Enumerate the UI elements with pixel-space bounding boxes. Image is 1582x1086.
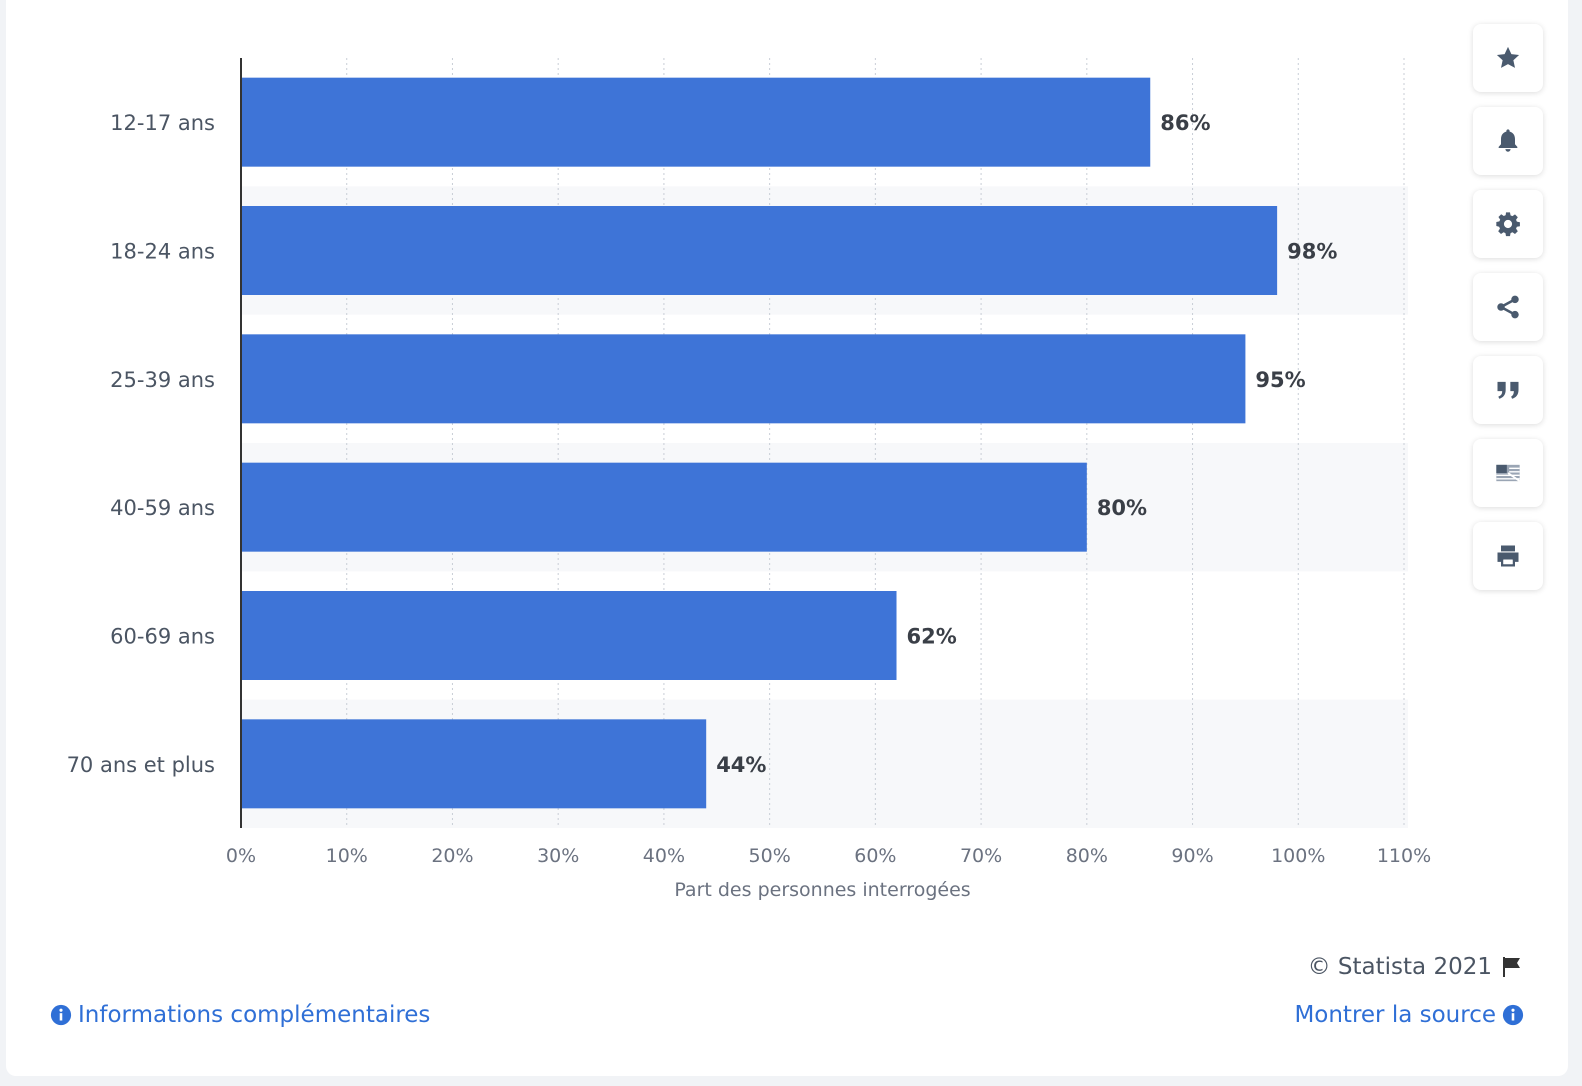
value-label: 80% (1097, 496, 1147, 520)
copyright: © Statista 2021 (1308, 954, 1524, 980)
x-tick-label: 30% (537, 845, 579, 867)
value-label: 98% (1287, 240, 1337, 264)
share-button[interactable] (1473, 273, 1543, 341)
region-button[interactable] (1473, 439, 1543, 507)
x-tick-label: 0% (226, 845, 256, 867)
flag-icon[interactable] (1500, 955, 1524, 979)
copyright-text: © Statista 2021 (1307, 954, 1492, 980)
x-tick-labels: 0% 10% 20% 30% 40% 50% 60% 70% 80% 90% 100% 110% (226, 845, 1431, 867)
category-label: 12-17 ans (110, 111, 215, 135)
category-labels: 12-17 ans 18-24 ans 25-39 ans 40-59 ans 60-6… (67, 111, 215, 777)
value-labels: 86% 98% 95% 80% 62% 44% (716, 111, 1337, 777)
gear-icon (1496, 212, 1520, 237)
gridlines (346, 58, 1405, 828)
x-tick-label: 50% (749, 845, 791, 867)
x-tick-label: 90% (1171, 845, 1213, 867)
toolbar (1473, 24, 1545, 605)
info-icon (1502, 1004, 1524, 1026)
x-tick-label: 70% (960, 845, 1002, 867)
show-source-link[interactable]: Montrer la source (1294, 1002, 1524, 1028)
star-icon (1496, 46, 1520, 68)
share-icon (1497, 295, 1519, 319)
category-label: 70 ans et plus (67, 753, 215, 777)
value-label: 62% (907, 625, 957, 649)
x-tick-label: 100% (1271, 845, 1325, 867)
more-info-link[interactable]: Informations complémentaires (50, 1002, 430, 1028)
bar (241, 206, 1278, 295)
quote-icon (1497, 381, 1519, 399)
show-source-label: Montrer la source (1294, 1002, 1496, 1028)
more-info-label: Informations complémentaires (78, 1002, 431, 1028)
category-label: 25-39 ans (110, 368, 215, 392)
bell-icon (1498, 129, 1518, 152)
print-icon (1497, 545, 1519, 567)
bar (241, 591, 897, 680)
info-icon (50, 1004, 72, 1026)
value-label: 95% (1255, 368, 1305, 392)
x-tick-label: 10% (326, 845, 368, 867)
category-label: 18-24 ans (110, 240, 215, 264)
notification-button[interactable] (1473, 107, 1543, 175)
print-button[interactable] (1473, 522, 1543, 590)
bars (241, 77, 1278, 809)
settings-button[interactable] (1473, 190, 1543, 258)
bar (241, 462, 1087, 552)
category-label: 40-59 ans (110, 496, 215, 520)
category-label: 60-69 ans (110, 625, 215, 649)
x-tick-label: 20% (431, 845, 473, 867)
bar (241, 334, 1246, 424)
value-label: 86% (1160, 111, 1210, 135)
x-tick-label: 80% (1066, 845, 1108, 867)
flag-grid-icon (1496, 464, 1521, 482)
x-tick-label: 40% (643, 845, 685, 867)
x-tick-label: 110% (1377, 845, 1431, 867)
x-axis-title: Part des personnes interrogées (674, 879, 970, 901)
bar (241, 719, 707, 809)
favorite-button[interactable] (1473, 24, 1543, 92)
bar (241, 77, 1151, 167)
cite-button[interactable] (1473, 356, 1543, 424)
value-label: 44% (716, 753, 766, 777)
chart-card: 86% 98% 95% 80% 62% 44% 12-17 ans 18-24 ans 25-… (6, 0, 1568, 1076)
x-tick-label: 60% (854, 845, 896, 867)
bar-chart: 86% 98% 95% 80% 62% 44% 12-17 ans 18-24 ans 25-… (67, 58, 1431, 901)
